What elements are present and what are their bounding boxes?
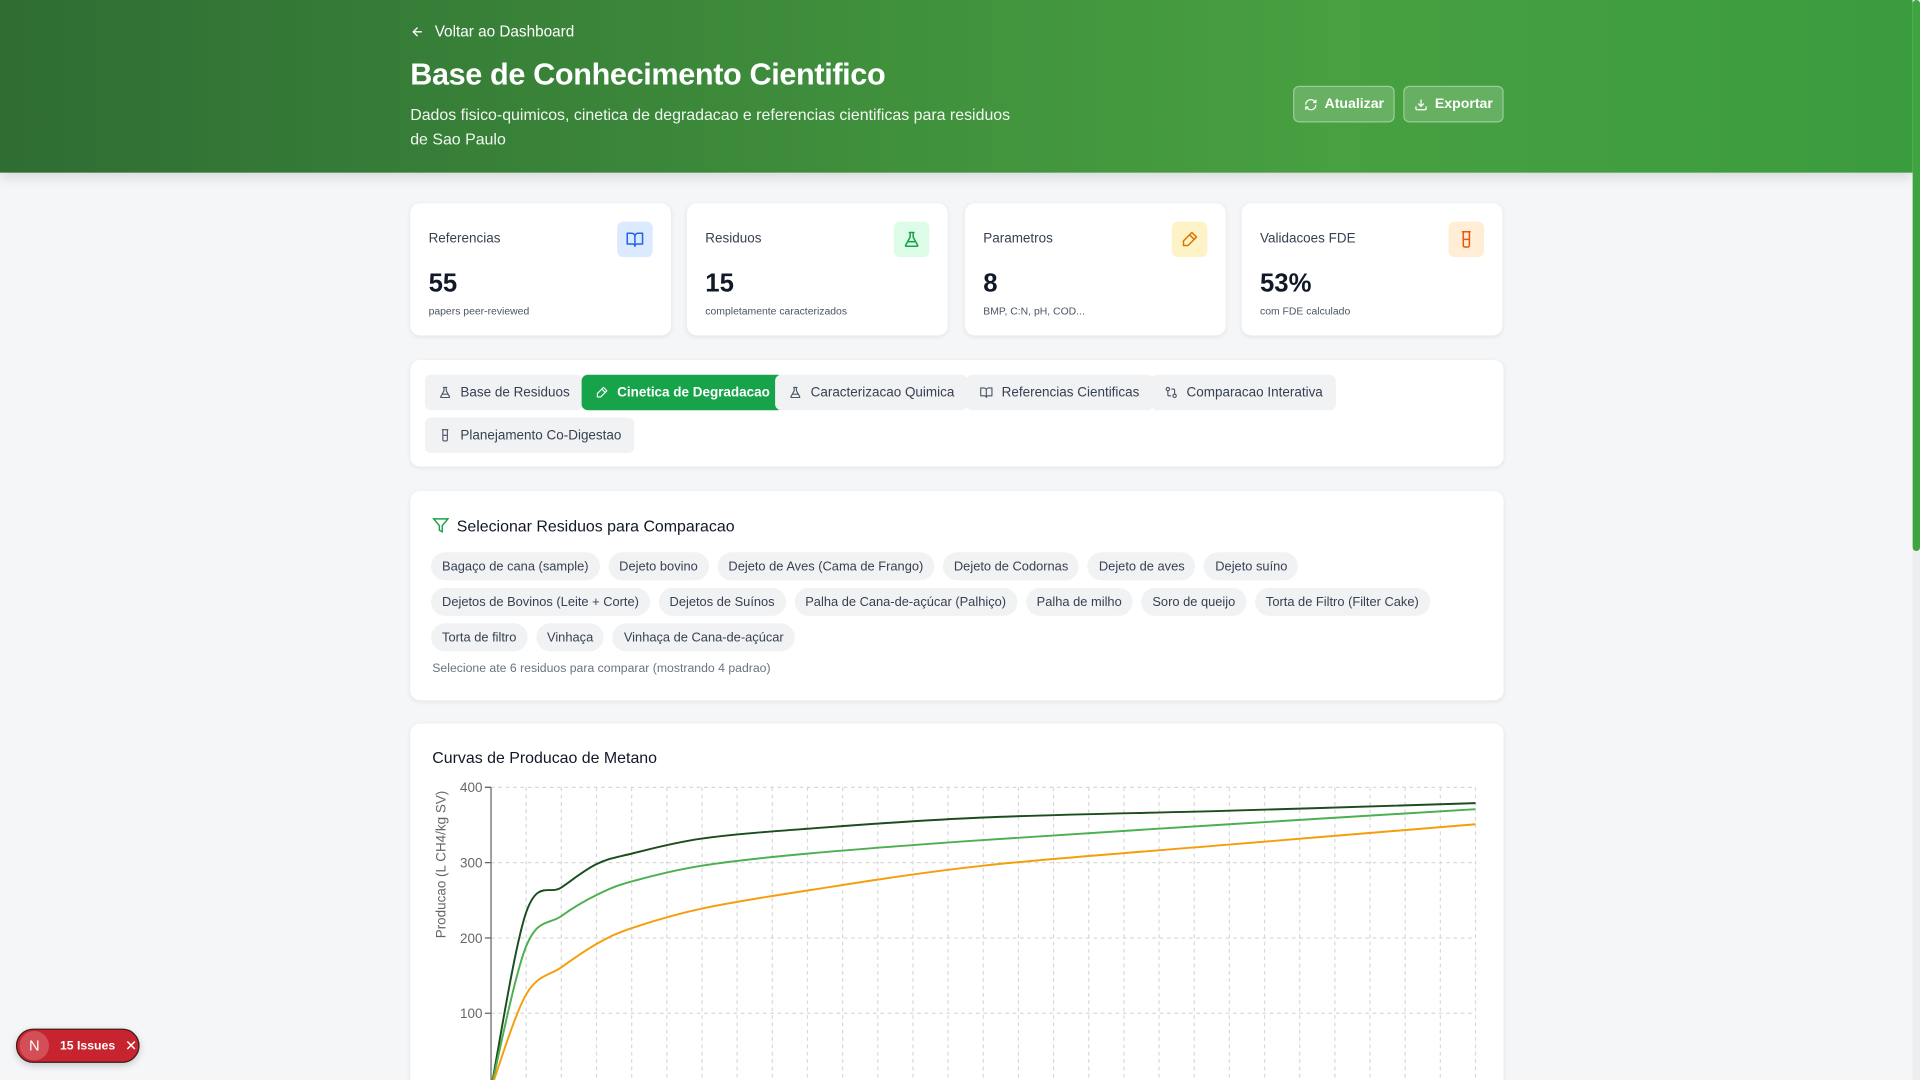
test-tube-icon	[1461, 230, 1471, 248]
residue-chip[interactable]: Torta de filtro	[431, 623, 528, 652]
pipette-icon	[596, 386, 608, 398]
nextjs-logo: N	[19, 1031, 49, 1061]
refresh-button[interactable]: Atualizar	[1293, 85, 1395, 123]
stat-label: Parametros	[983, 231, 1053, 247]
chart-title: Curvas de Producao de Metano	[432, 748, 658, 767]
tab-base-de-residuos[interactable]: Base de Residuos	[424, 374, 584, 411]
series-line-2	[492, 823, 1476, 1080]
residue-chip[interactable]: Soro de queijo	[1141, 587, 1247, 616]
book-open-icon	[626, 232, 644, 248]
selector-hint: Selecione ate 6 residuos para comparar (…	[432, 662, 771, 676]
stat-icon-box	[1171, 221, 1208, 258]
flask-icon	[440, 386, 451, 399]
tab-label: Base de Residuos	[460, 385, 570, 400]
page-subtitle: Dados fisico-quimicos, cinetica de degra…	[410, 105, 1011, 149]
test-tube-icon	[441, 429, 449, 442]
export-label: Exportar	[1434, 96, 1493, 112]
flask-icon	[904, 231, 919, 248]
tab-label: Referencias Cientificas	[1001, 385, 1140, 400]
series-line-1	[492, 808, 1476, 1080]
selector-title: Selecionar Residuos para Comparacao	[456, 516, 735, 536]
tab-label: Caracterizacao Quimica	[810, 385, 955, 400]
series-line-0	[491, 802, 1476, 1080]
residue-chip[interactable]: Palha de milho	[1025, 587, 1133, 616]
filter-icon	[432, 518, 450, 533]
residue-chip[interactable]: Vinhaça	[535, 623, 605, 652]
residue-chip[interactable]: Vinhaça de Cana-de-açúcar	[612, 623, 795, 652]
stat-label: Validacoes FDE	[1260, 231, 1356, 247]
close-icon[interactable]: ✕	[124, 1037, 138, 1055]
download-icon	[1415, 99, 1427, 110]
export-button[interactable]: Exportar	[1403, 85, 1504, 123]
stat-subtext: BMP, C:N, pH, COD...	[983, 304, 1085, 318]
y-tick-label: 300	[460, 856, 482, 871]
tab-referencias-cientificas[interactable]: Referencias Cientificas	[966, 374, 1153, 411]
tab-caracterizacao-quimica[interactable]: Caracterizacao Quimica	[775, 374, 968, 411]
book-open-icon	[980, 387, 993, 399]
back-label: Voltar ao Dashboard	[434, 23, 575, 41]
git-compare-icon	[1165, 386, 1177, 399]
tab-label: Planejamento Co-Digestao	[460, 427, 622, 443]
arrow-left-icon	[412, 27, 422, 37]
tab-comparacao-interativa[interactable]: Comparacao Interativa	[1151, 374, 1337, 411]
stat-icon-box	[893, 221, 930, 258]
stat-subtext: completamente caracterizados	[705, 304, 848, 318]
residue-chip[interactable]: Dejeto de Codornas	[942, 552, 1080, 581]
residue-chip[interactable]: Dejeto bovino	[608, 552, 709, 581]
tabs-panel: Base de Residuos Cinetica de Degradacao Ca…	[410, 360, 1504, 467]
tab-planejamento-co-digestao[interactable]: Planejamento Co-Digestao	[424, 417, 635, 454]
stat-value: 55	[428, 269, 458, 298]
stat-label: Referencias	[428, 231, 501, 247]
stat-subtext: papers peer-reviewed	[428, 304, 530, 318]
stat-value: 15	[705, 269, 734, 298]
residue-chip[interactable]: Dejeto de Aves (Cama de Frango)	[717, 552, 935, 581]
residue-chip[interactable]: Torta de Filtro (Filter Cake)	[1254, 587, 1430, 616]
methane-chart-panel: Curvas de Producao de Metano	[410, 723, 1504, 1080]
back-to-dashboard-link[interactable]: Voltar ao Dashboard	[410, 23, 574, 40]
residue-chip[interactable]: Dejeto suíno	[1204, 552, 1299, 581]
page-title: Base de Conhecimento Cientifico	[410, 57, 886, 92]
flask-icon	[790, 386, 801, 399]
stat-value: 53%	[1260, 269, 1312, 298]
stat-subtext: com FDE calculado	[1260, 304, 1351, 318]
tab-cinetica-de-degradacao[interactable]: Cinetica de Degradacao	[581, 374, 784, 411]
stat-card: Referencias 55 papers peer-reviewed	[410, 203, 672, 336]
refresh-label: Atualizar	[1324, 96, 1385, 112]
stat-card: Residuos 15 completamente caracterizados	[686, 203, 948, 336]
y-tick-label: 400	[460, 780, 482, 795]
residue-chip[interactable]: Bagaço de cana (sample)	[431, 552, 600, 581]
page-header: Voltar ao Dashboard Base de Conhecimento…	[0, 0, 1913, 173]
stat-icon-box	[1448, 221, 1485, 258]
tab-label: Comparacao Interativa	[1186, 385, 1323, 400]
residue-selector-panel: Selecionar Residuos para Comparacao Baga…	[410, 491, 1504, 701]
residue-chip[interactable]: Dejeto de aves	[1087, 552, 1196, 581]
stat-label: Residuos	[705, 231, 762, 247]
residue-chip-list: Bagaço de cana (sample) Dejeto bovino Deje…	[431, 552, 1484, 652]
stat-icon-box	[617, 221, 653, 258]
stat-card: Parametros 8 BMP, C:N, pH, COD...	[964, 203, 1226, 336]
issues-badge[interactable]: N 15 Issues ✕	[15, 1028, 140, 1063]
y-tick-label: 200	[460, 931, 482, 946]
y-axis-label: Producao (L CH4/kg SV)	[434, 791, 449, 939]
refresh-icon	[1304, 98, 1317, 110]
residue-chip[interactable]: Dejetos de Bovinos (Leite + Corte)	[431, 587, 650, 616]
tab-label: Cinetica de Degradacao	[617, 385, 770, 400]
scrollbar-thumb[interactable]	[1912, 0, 1920, 552]
residue-chip[interactable]: Palha de Cana-de-açúcar (Palhiço)	[794, 587, 1018, 616]
residue-chip[interactable]: Dejetos de Suínos	[658, 587, 786, 616]
stat-value: 8	[983, 269, 998, 298]
issues-count: 15 Issues	[60, 1038, 116, 1053]
pipette-icon	[1182, 231, 1198, 247]
y-tick-label: 100	[460, 1006, 482, 1021]
stat-card: Validacoes FDE 53% com FDE calculado	[1241, 203, 1503, 336]
